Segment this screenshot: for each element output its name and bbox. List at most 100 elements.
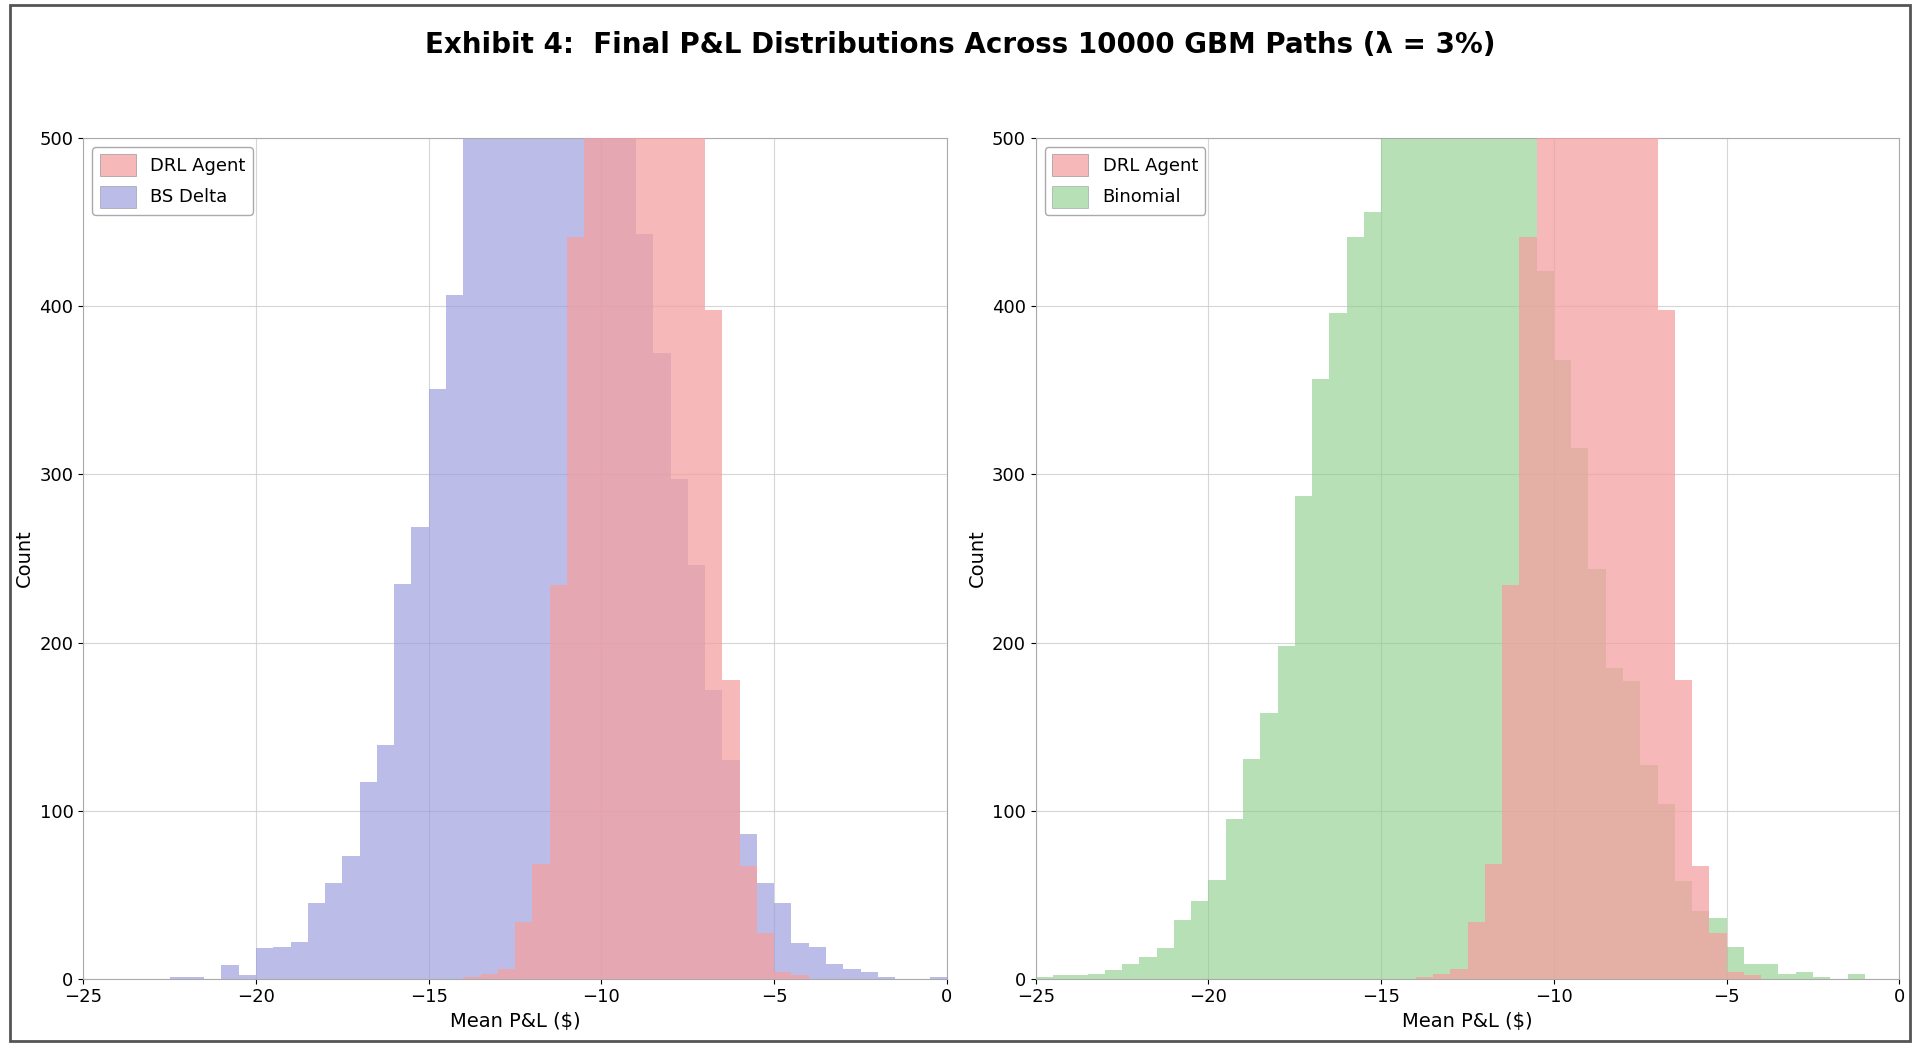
Bar (307, 903, 324, 979)
Bar (1242, 758, 1260, 979)
Bar (1622, 0, 1640, 979)
Y-axis label: Count: Count (968, 529, 987, 588)
Bar (687, 565, 705, 979)
Bar (394, 584, 411, 979)
Bar (1415, 977, 1432, 979)
Bar (1743, 975, 1761, 979)
Bar (1571, 448, 1588, 979)
Bar (1173, 919, 1190, 979)
Bar (1519, 237, 1536, 979)
Bar (774, 903, 791, 979)
Bar (791, 943, 808, 979)
Bar (1277, 645, 1294, 979)
Bar (376, 745, 394, 979)
Bar (808, 947, 826, 979)
Bar (463, 977, 480, 979)
Bar (1329, 313, 1346, 979)
Text: Exhibit 4:  Final P&L Distributions Across 10000 GBM Paths (λ = 3%): Exhibit 4: Final P&L Distributions Acros… (424, 31, 1496, 60)
Bar (1605, 667, 1622, 979)
Bar (877, 977, 895, 979)
Bar (1069, 975, 1087, 979)
Bar (687, 0, 705, 979)
Bar (1363, 212, 1380, 979)
Bar (791, 975, 808, 979)
Bar (653, 0, 670, 979)
Bar (480, 974, 497, 979)
Bar (1692, 911, 1709, 979)
Bar (1536, 0, 1553, 979)
Bar (1121, 963, 1139, 979)
Bar (705, 689, 722, 979)
Bar (1761, 963, 1778, 979)
Bar (636, 234, 653, 979)
Bar (1778, 974, 1795, 979)
Bar (1467, 0, 1484, 979)
Bar (1553, 0, 1571, 979)
Bar (756, 883, 774, 979)
Bar (1398, 22, 1415, 979)
Bar (290, 941, 307, 979)
Bar (1795, 972, 1812, 979)
Bar (238, 975, 255, 979)
Bar (601, 0, 618, 979)
Bar (515, 0, 532, 979)
Bar (1501, 586, 1519, 979)
Bar (1657, 804, 1674, 979)
Bar (1139, 957, 1156, 979)
Bar (497, 969, 515, 979)
Bar (1536, 271, 1553, 979)
Bar (1640, 766, 1657, 979)
Bar (929, 977, 947, 979)
Bar (549, 586, 566, 979)
Bar (273, 947, 290, 979)
Bar (756, 933, 774, 979)
X-axis label: Mean P&L ($): Mean P&L ($) (1402, 1011, 1532, 1031)
Y-axis label: Count: Count (15, 529, 35, 588)
Bar (1605, 0, 1622, 979)
Bar (618, 101, 636, 979)
Bar (186, 977, 204, 979)
Bar (1432, 0, 1450, 979)
Bar (1346, 237, 1363, 979)
Bar (1501, 29, 1519, 979)
Bar (1674, 881, 1692, 979)
Bar (1726, 972, 1743, 979)
Bar (1588, 569, 1605, 979)
Bar (359, 782, 376, 979)
Bar (722, 760, 739, 979)
Bar (1519, 135, 1536, 979)
Bar (549, 0, 566, 979)
Bar (584, 0, 601, 979)
Bar (1657, 310, 1674, 979)
Bar (566, 237, 584, 979)
Bar (532, 864, 549, 979)
Bar (1709, 933, 1726, 979)
Bar (1674, 680, 1692, 979)
Bar (584, 0, 601, 979)
Bar (221, 965, 238, 979)
Bar (1156, 949, 1173, 979)
Bar (1432, 974, 1450, 979)
Bar (255, 949, 273, 979)
Bar (670, 479, 687, 979)
Bar (1415, 0, 1432, 979)
Bar (1640, 0, 1657, 979)
Bar (1571, 0, 1588, 979)
Bar (1225, 819, 1242, 979)
Bar (1380, 103, 1398, 979)
Bar (1190, 902, 1208, 979)
Bar (1692, 866, 1709, 979)
Bar (1052, 975, 1069, 979)
Bar (480, 0, 497, 979)
Bar (705, 310, 722, 979)
Bar (169, 977, 186, 979)
Bar (1467, 922, 1484, 979)
Legend: DRL Agent, Binomial: DRL Agent, Binomial (1044, 147, 1206, 214)
Bar (636, 0, 653, 979)
Bar (1622, 681, 1640, 979)
Bar (860, 972, 877, 979)
Bar (826, 963, 843, 979)
Bar (1035, 977, 1052, 979)
Bar (324, 883, 342, 979)
Bar (774, 972, 791, 979)
